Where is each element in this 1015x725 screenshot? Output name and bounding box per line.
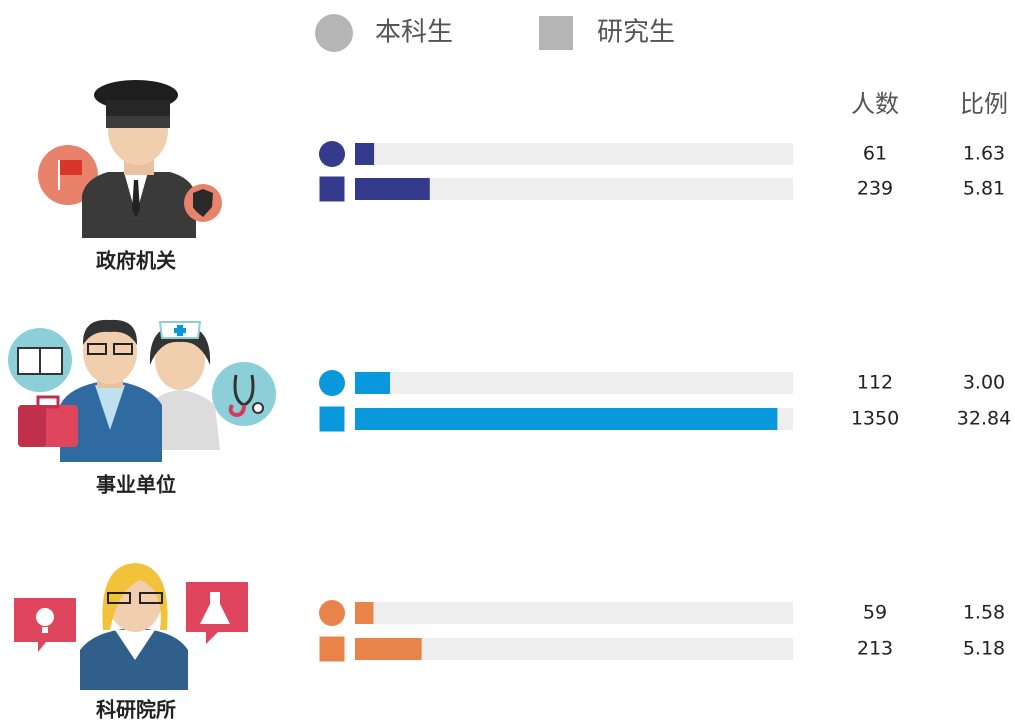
legend-label: 本科生 [375, 18, 453, 48]
ratio-label: 3.00 [963, 372, 1005, 394]
row-marker [319, 406, 345, 432]
count-label: 1350 [851, 408, 899, 430]
category-label: 政府机关 [96, 249, 176, 273]
legend-marker [315, 14, 353, 52]
ratio-label: 32.84 [957, 408, 1011, 430]
bar [355, 602, 374, 624]
count-label: 59 [863, 602, 887, 624]
count-label: 213 [857, 638, 893, 660]
count-label: 239 [857, 178, 893, 200]
legend-marker [539, 16, 573, 50]
ratio-label: 5.81 [963, 178, 1005, 200]
icon-institution [8, 319, 276, 462]
column-header: 人数 [851, 90, 899, 118]
category-label: 科研院所 [96, 698, 176, 722]
bar [355, 372, 391, 394]
ratio-label: 1.63 [963, 143, 1005, 165]
bar-track [355, 178, 793, 200]
ratio-label: 5.18 [963, 638, 1005, 660]
icon-government [38, 80, 222, 238]
count-label: 61 [863, 143, 887, 165]
row-marker [319, 176, 345, 202]
row-marker [319, 636, 345, 662]
category-label: 事业单位 [96, 473, 176, 497]
bar [355, 178, 430, 200]
bar [355, 143, 375, 165]
bar-track [355, 602, 793, 624]
legend-label: 研究生 [597, 18, 675, 48]
bar [355, 408, 778, 430]
ratio-label: 1.58 [963, 602, 1005, 624]
bar [355, 638, 422, 660]
column-header: 比例 [960, 90, 1008, 118]
bar-track [355, 143, 793, 165]
bar-track [355, 372, 793, 394]
row-marker [319, 141, 345, 167]
icon-research [14, 563, 248, 690]
count-label: 112 [857, 372, 893, 394]
row-marker [319, 600, 345, 626]
row-marker [319, 370, 345, 396]
bar-track [355, 638, 793, 660]
